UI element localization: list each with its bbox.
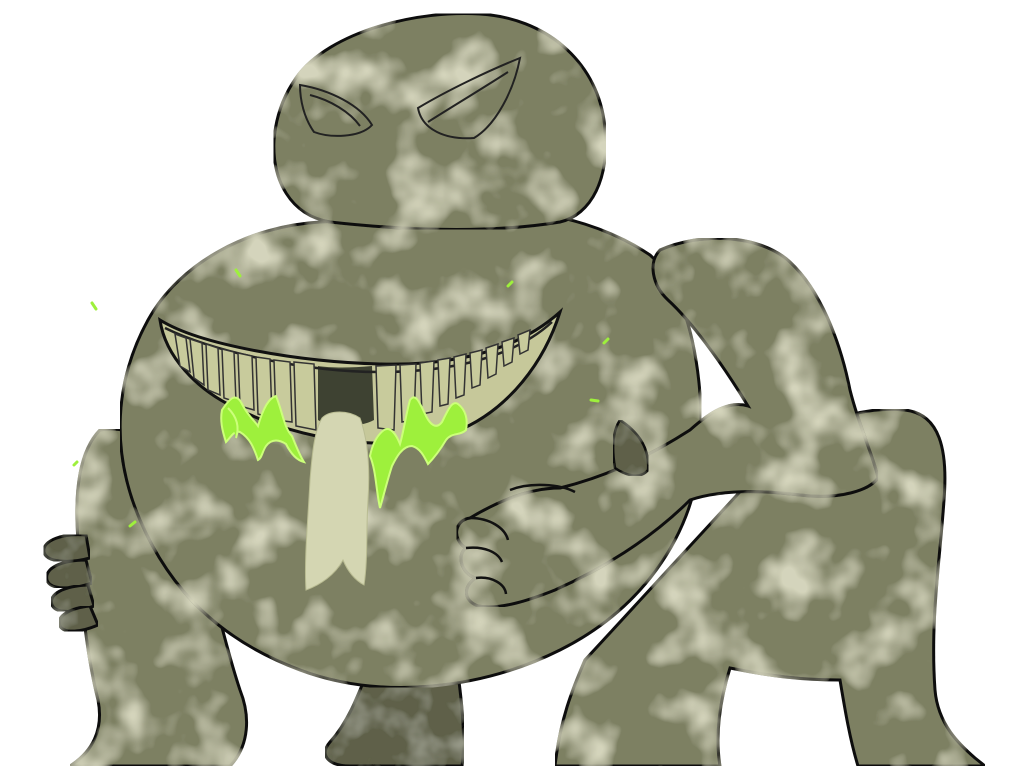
tooth: [293, 361, 317, 431]
slime-drip: [227, 407, 239, 439]
tooth: [419, 360, 435, 415]
hand-fingers: [465, 483, 576, 595]
slime-drip: [368, 396, 468, 509]
tooth: [237, 352, 255, 412]
tooth: [485, 342, 499, 380]
tooth: [174, 332, 191, 374]
tongue: [304, 411, 370, 591]
right-eye-inner: [427, 71, 509, 123]
tooth: [189, 337, 205, 387]
slime-drip: [220, 394, 307, 464]
eyes: [298, 56, 522, 140]
mouth-gap: [318, 366, 374, 426]
teeth: [174, 328, 531, 431]
left-arm: [611, 418, 650, 477]
slime-specks: [72, 268, 610, 528]
right-eye: [416, 56, 522, 140]
tooth: [205, 342, 221, 397]
left-eye-inner: [309, 94, 361, 127]
tooth: [469, 349, 483, 390]
head: [272, 12, 608, 231]
left-eye: [298, 83, 374, 137]
right-leg: [553, 407, 990, 768]
tooth: [221, 348, 237, 404]
tooth: [375, 364, 397, 431]
slime: [220, 394, 468, 509]
left-foot-toes: [42, 533, 100, 633]
right-arm: [455, 236, 880, 609]
tooth: [501, 336, 515, 368]
tooth: [453, 353, 467, 400]
tooth: [437, 357, 451, 407]
tooth: [517, 328, 531, 356]
